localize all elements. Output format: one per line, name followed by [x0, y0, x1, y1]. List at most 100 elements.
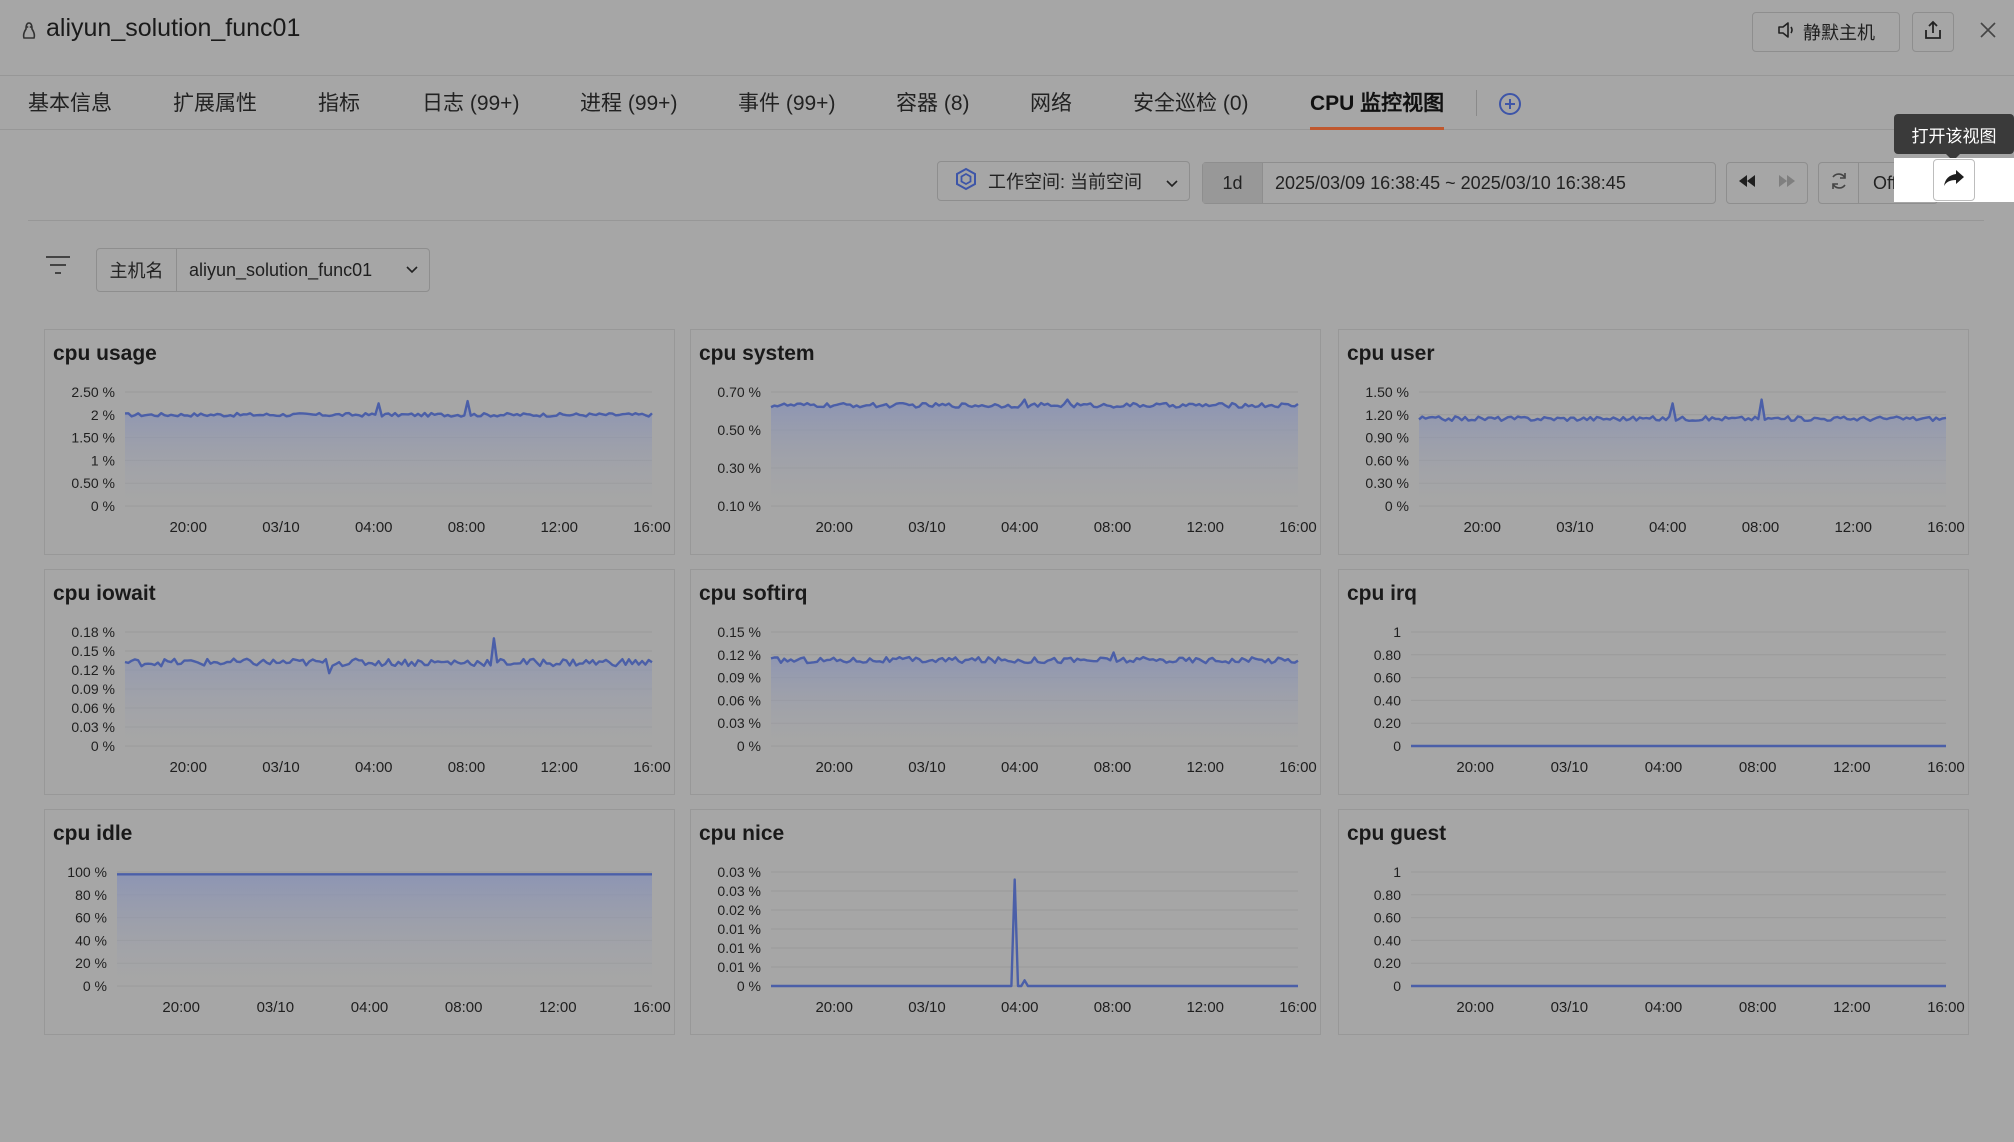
tab-containers[interactable]: 容器 (8) [896, 92, 970, 115]
y-tick-label: 0.20 [1374, 715, 1401, 731]
open-view-tooltip: 打开该视图 [1894, 114, 2014, 161]
open-view-highlight [1894, 158, 2014, 202]
chart-title: cpu irq [1347, 582, 1418, 605]
y-tick-label: 0 % [83, 978, 107, 994]
y-tick-label: 0.60 [1374, 670, 1401, 686]
x-tick-label: 08:00 [1094, 999, 1132, 1016]
x-tick-label: 03/10 [908, 759, 946, 776]
x-tick-label: 04:00 [351, 999, 389, 1016]
chart-svg: 1 0.80 0.60 0.40 0.20 0 20:00 03/10 04:00 08:00 12… [1374, 864, 1965, 1016]
series-area [125, 401, 652, 506]
chart-panel-cpu-softirq[interactable]: cpu softirq 0.15 % 0.12 % 0.09 % 0.06 % 0.03… [690, 569, 1321, 795]
x-tick-label: 16:00 [1927, 519, 1965, 536]
series-line[interactable] [770, 398, 1299, 409]
x-tick-label: 04:00 [1645, 999, 1683, 1016]
tab-logs[interactable]: 日志 (99+) [422, 92, 520, 115]
y-tick-label: 0.50 % [717, 422, 761, 438]
time-forward-button[interactable] [1767, 163, 1807, 203]
chart-panel-cpu-irq[interactable]: cpu irq 1 0.80 0.60 0.40 0.20 0 20:00 03/10 04:0… [1338, 569, 1969, 795]
time-range-text[interactable]: 2025/03/09 16:38:45 ~ 2025/03/10 16:38:4… [1275, 172, 1626, 193]
y-tick-label: 0.20 [1374, 955, 1401, 971]
series-line[interactable] [771, 878, 1298, 988]
x-tick-label: 16:00 [1279, 519, 1317, 536]
workspace-select[interactable]: 工作空间: 当前空间 [937, 161, 1190, 201]
x-tick-label: 03/10 [908, 519, 946, 536]
x-tick-label: 12:00 [540, 759, 578, 776]
mute-host-button[interactable]: 静默主机 [1752, 12, 1900, 52]
y-tick-label: 0.03 % [717, 715, 761, 731]
chart-panel-cpu-idle[interactable]: cpu idle 100 % 80 % 60 % 40 % 20 % 0 % 20:00 03… [44, 809, 675, 1035]
share-icon [1922, 19, 1944, 46]
y-tick-label: 0.01 % [717, 921, 761, 937]
x-tick-label: 04:00 [355, 519, 393, 536]
chart-svg: 1 0.80 0.60 0.40 0.20 0 20:00 03/10 04:00 08:00 12… [1374, 624, 1965, 776]
tab-security-check[interactable]: 安全巡检 (0) [1133, 92, 1249, 115]
chart-svg: 0.18 % 0.15 % 0.12 % 0.09 % 0.06 % 0.03 % 0 % 2… [71, 624, 670, 776]
y-tick-label: 0.06 % [717, 692, 761, 708]
filter-icon[interactable] [44, 252, 72, 280]
y-tick-label: 0 [1393, 978, 1401, 994]
y-tick-label: 0.02 % [717, 902, 761, 918]
tab-network[interactable]: 网络 [1030, 92, 1072, 115]
tab-events[interactable]: 事件 (99+) [738, 92, 836, 115]
x-tick-label: 08:00 [1742, 519, 1780, 536]
y-tick-label: 0.03 % [717, 864, 761, 880]
x-tick-label: 04:00 [1001, 999, 1039, 1016]
y-tick-label: 1.20 % [1365, 407, 1409, 423]
y-tick-label: 0.30 % [1365, 475, 1409, 491]
close-button[interactable] [1974, 18, 2002, 46]
series-line[interactable] [124, 637, 653, 675]
time-range-picker[interactable]: 1d 2025/03/09 16:38:45 ~ 2025/03/10 16:3… [1202, 162, 1716, 204]
y-tick-label: 0.30 % [717, 460, 761, 476]
x-tick-label: 04:00 [1645, 759, 1683, 776]
chart-panel-cpu-usage[interactable]: cpu usage 2.50 % 2 % 1.50 % 1 % 0.50 % 0 % 20:… [44, 329, 675, 555]
open-view-button[interactable] [1933, 159, 1975, 201]
y-tick-label: 0 % [1385, 498, 1409, 514]
x-tick-label: 20:00 [815, 999, 853, 1016]
x-tick-label: 12:00 [1833, 759, 1871, 776]
time-back-button[interactable] [1727, 163, 1767, 203]
series-line[interactable] [1418, 398, 1947, 423]
y-tick-label: 0.10 % [717, 498, 761, 514]
filter-value[interactable]: aliyun_solution_func01 [189, 259, 373, 280]
refresh-button[interactable] [1819, 163, 1859, 203]
chart-panel-cpu-nice[interactable]: cpu nice 0.03 % 0.03 % 0.02 % 0.01 % 0.01 % 0… [690, 809, 1321, 1035]
add-tab-button[interactable] [1498, 92, 1522, 116]
chart-panel-cpu-guest[interactable]: cpu guest 1 0.80 0.60 0.40 0.20 0 20:00 03/10 04… [1338, 809, 1969, 1035]
chart-svg: 0.03 % 0.03 % 0.02 % 0.01 % 0.01 % 0.01 % 0 % 2… [717, 864, 1316, 1016]
tab-processes[interactable]: 进程 (99+) [580, 92, 678, 115]
y-tick-label: 1.50 % [71, 430, 115, 446]
tab-extended-attributes[interactable]: 扩展属性 [173, 92, 257, 115]
rewind-icon [1737, 174, 1757, 193]
forward-arrow-icon [1943, 168, 1965, 193]
chart-svg: 0.15 % 0.12 % 0.09 % 0.06 % 0.03 % 0 % 20:00 03… [717, 624, 1316, 776]
time-range-preset[interactable]: 1d [1203, 163, 1263, 203]
x-tick-label: 16:00 [633, 999, 671, 1016]
y-tick-label: 0.09 % [71, 681, 115, 697]
y-tick-label: 1 [1393, 864, 1401, 880]
y-tick-label: 0.06 % [71, 700, 115, 716]
x-tick-label: 08:00 [448, 519, 486, 536]
x-tick-label: 04:00 [1001, 519, 1039, 536]
chart-panel-cpu-iowait[interactable]: cpu iowait 0.18 % 0.15 % 0.12 % 0.09 % 0.06 … [44, 569, 675, 795]
chevron-down-icon [405, 260, 419, 281]
series-line[interactable] [770, 651, 1299, 665]
tab-cpu-monitor-view[interactable]: CPU 监控视图 [1310, 76, 1445, 130]
y-tick-label: 20 % [75, 955, 107, 971]
chart-panel-cpu-user[interactable]: cpu user 1.50 % 1.20 % 0.90 % 0.60 % 0.30 % 0… [1338, 329, 1969, 555]
series-line[interactable] [124, 399, 653, 418]
hostname-filter[interactable]: 主机名 aliyun_solution_func01 [96, 248, 430, 292]
y-tick-label: 0.50 % [71, 475, 115, 491]
chart-title: cpu user [1347, 342, 1435, 365]
tab-metrics[interactable]: 指标 [318, 92, 360, 115]
tab-basic-info[interactable]: 基本信息 [28, 92, 112, 115]
x-tick-label: 12:00 [1186, 519, 1224, 536]
y-tick-label: 0.15 % [71, 643, 115, 659]
chart-panel-cpu-system[interactable]: cpu system 0.70 % 0.50 % 0.30 % 0.10 % 20:00… [690, 329, 1321, 555]
share-button[interactable] [1912, 12, 1954, 52]
chart-title: cpu system [699, 342, 815, 365]
y-tick-label: 2 % [91, 407, 115, 423]
y-tick-label: 1 % [91, 452, 115, 468]
x-tick-label: 16:00 [1927, 759, 1965, 776]
time-nav-group [1726, 162, 1808, 204]
